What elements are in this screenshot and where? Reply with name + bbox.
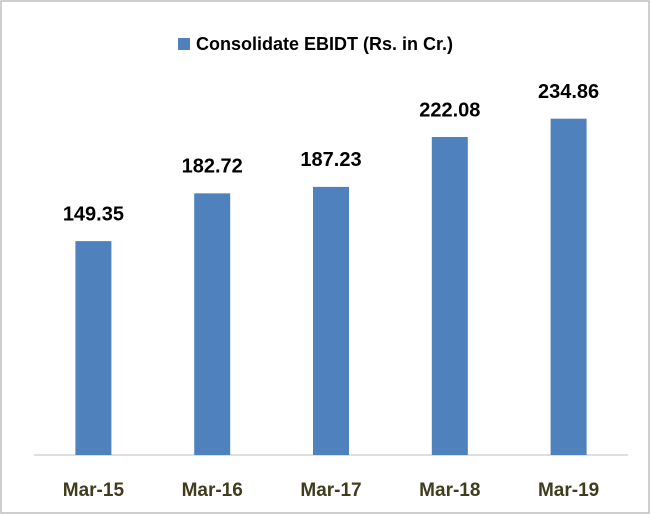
legend-swatch [178,38,190,50]
x-tick-label: Mar-19 [538,480,599,501]
data-label: 234.86 [538,81,599,103]
bar [431,136,468,455]
bar [313,186,349,455]
x-tick-label: Mar-16 [182,480,243,501]
data-label: 187.23 [300,149,361,171]
data-label: 222.08 [419,99,480,121]
data-label: 182.72 [182,156,243,178]
data-label: 149.35 [63,203,124,225]
x-tick-label: Mar-17 [300,480,361,501]
bar [550,118,587,455]
bar [75,241,112,455]
bar [194,193,231,455]
legend-label: Consolidate EBIDT (Rs. in Cr.) [196,34,453,54]
x-tick-label: Mar-18 [419,480,480,501]
x-tick-label: Mar-15 [63,480,125,501]
